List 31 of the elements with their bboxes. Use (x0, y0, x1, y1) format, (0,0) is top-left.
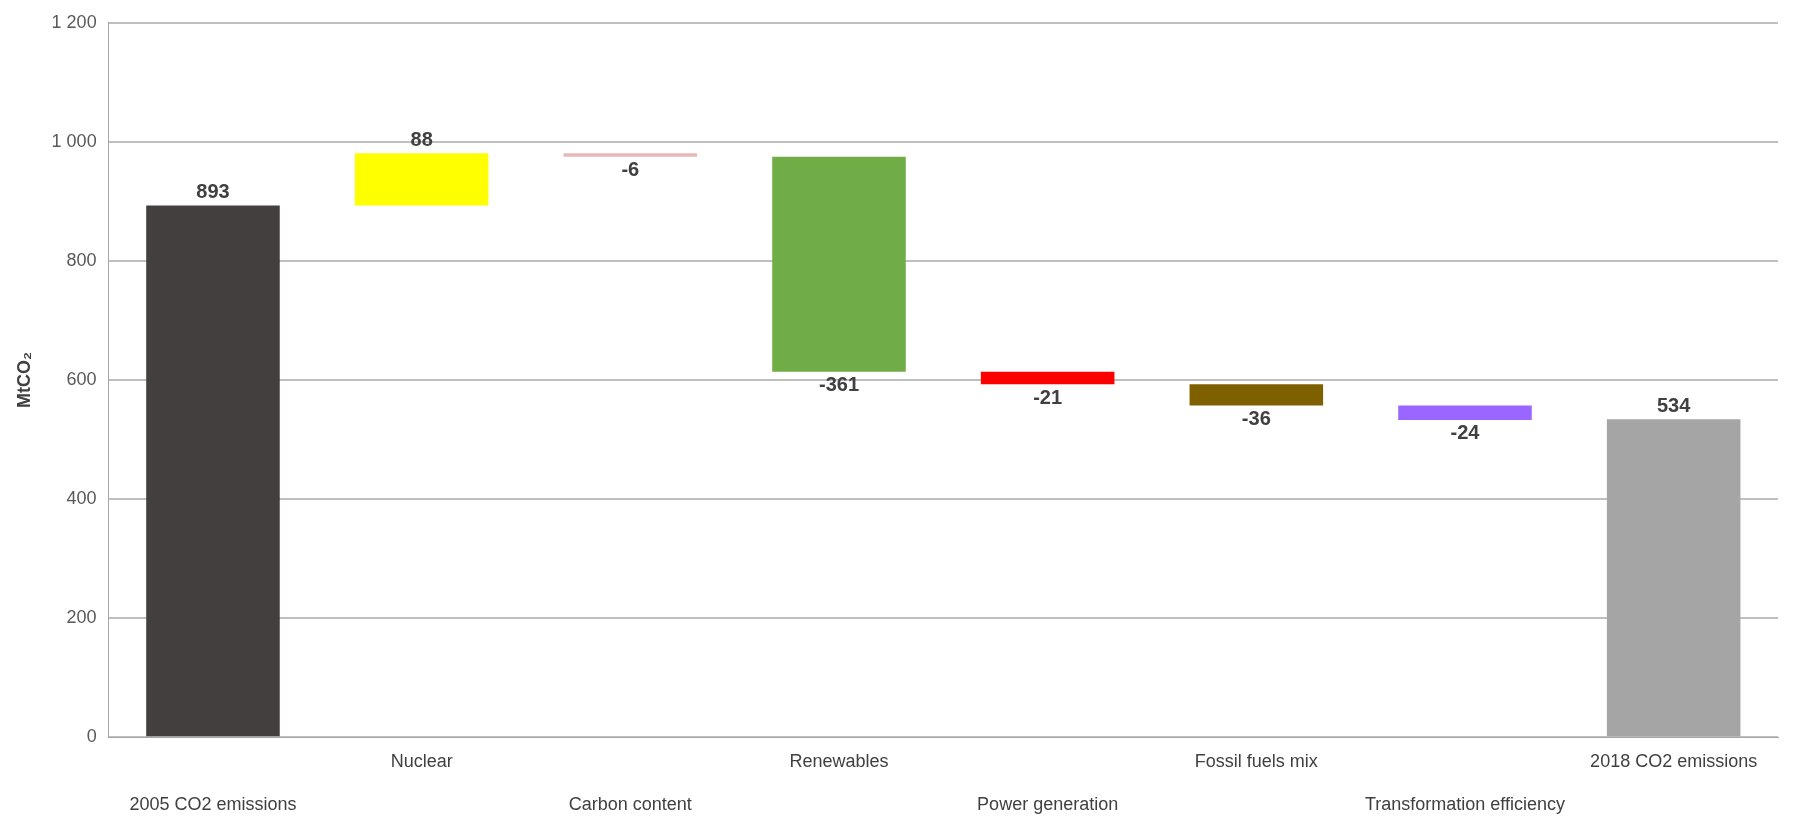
y-tick-label: 1 200 (51, 11, 97, 32)
y-tick-label: 800 (66, 249, 97, 270)
x-tick-label: 2018 CO2 emissions (1590, 750, 1758, 771)
data-label: -6 (621, 158, 640, 181)
data-label: -361 (818, 373, 859, 396)
data-label: 88 (410, 127, 433, 150)
y-axis-title: MtCO₂ (13, 352, 34, 408)
data-label: -36 (1241, 407, 1271, 430)
y-tick-label: 600 (66, 368, 97, 389)
data-label: -24 (1450, 421, 1481, 444)
x-tick-label: Carbon content (568, 794, 692, 815)
x-tick-label: Nuclear (390, 750, 453, 771)
bar (1398, 405, 1532, 420)
bar (354, 153, 489, 206)
data-label: 534 (1656, 393, 1692, 416)
y-tick-label: 200 (66, 607, 97, 628)
data-label: -21 (1033, 385, 1063, 408)
bar (563, 153, 698, 157)
x-tick-label: Renewables (789, 750, 889, 771)
data-label: 893 (196, 180, 230, 203)
x-tick-label: 2005 CO2 emissions (129, 794, 297, 815)
y-tick-label: 400 (66, 488, 97, 509)
bar (772, 156, 906, 372)
y-tick-label: 1 000 (51, 130, 97, 151)
bar (980, 371, 1115, 385)
bar (146, 205, 280, 737)
bar (1189, 384, 1324, 406)
x-tick-label: Transformation efficiency (1364, 794, 1566, 815)
x-tick-label: Power generation (977, 794, 1119, 815)
y-tick-label: 0 (86, 726, 97, 747)
x-tick-label: Fossil fuels mix (1194, 750, 1318, 771)
